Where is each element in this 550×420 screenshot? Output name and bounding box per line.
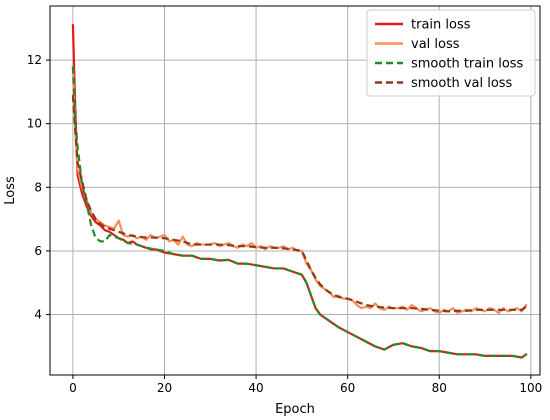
x-tick-label: 60: [340, 381, 355, 395]
legend-label: smooth train loss: [411, 57, 524, 72]
x-tick-label: 100: [519, 381, 542, 395]
y-axis-label: Loss: [3, 176, 18, 205]
legend-label: val loss: [411, 37, 460, 52]
y-tick-label: 8: [34, 180, 42, 194]
x-tick-label: 20: [157, 381, 172, 395]
x-tick-label: 40: [248, 381, 263, 395]
legend-label: smooth val loss: [411, 76, 513, 91]
y-tick-label: 10: [27, 117, 42, 131]
legend: train loss val loss smooth train loss smoot…: [366, 9, 536, 97]
y-tick-label: 6: [34, 244, 42, 258]
y-tick-label: 12: [27, 53, 42, 67]
y-tick-label: 4: [34, 308, 42, 322]
axis-ticks: 0 20 40 60 80 100 4 6 8 10 12: [27, 53, 543, 395]
series-lines: [71, 23, 528, 359]
x-axis-label: Epoch: [275, 402, 315, 417]
plot-frame: [49, 5, 541, 376]
x-tick-label: 80: [432, 381, 447, 395]
x-tick-label: 0: [69, 381, 77, 395]
series-smooth-train-loss: [71, 66, 527, 359]
legend-label: train loss: [411, 18, 471, 33]
legend-box: [366, 9, 536, 97]
